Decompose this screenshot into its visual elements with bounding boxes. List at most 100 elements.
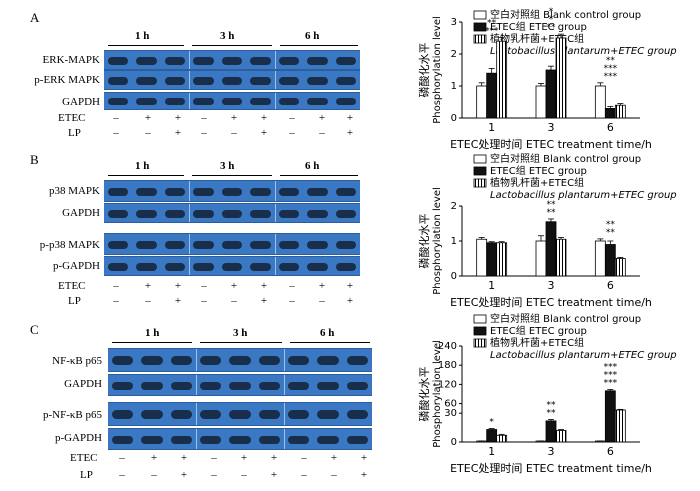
blot-band <box>346 382 368 390</box>
bar <box>486 242 498 277</box>
blot-image <box>104 256 360 276</box>
blot-band <box>193 210 214 218</box>
y-axis-label-en: Phosphorylation level <box>432 187 443 295</box>
blot-band <box>288 410 310 419</box>
blot-band <box>250 57 271 65</box>
x-tick-label: 3 <box>548 445 555 458</box>
blot-band <box>250 77 271 85</box>
treatment-mark: + <box>230 280 238 292</box>
time-bracket <box>108 45 184 46</box>
blot-band <box>164 77 186 85</box>
blot-band <box>221 241 243 249</box>
treatment-mark: + <box>174 127 182 139</box>
blot-band <box>164 263 186 271</box>
bar <box>594 240 606 277</box>
blot-image <box>108 402 372 426</box>
treatment-mark: – <box>211 469 217 481</box>
bar <box>496 40 508 119</box>
treatment-mark: – <box>289 295 295 307</box>
blot-band <box>317 436 339 444</box>
significance-mark: ** <box>606 56 616 66</box>
y-tick-label: 3 <box>451 17 457 28</box>
treatment-mark: + <box>360 469 368 481</box>
y-tick-label: 120 <box>438 379 457 390</box>
blot-band <box>278 263 300 271</box>
treatment-mark: – <box>201 295 207 307</box>
legend-entry: Lactobacillus plantarum+ETEC group <box>490 46 677 57</box>
blot-band <box>288 382 310 390</box>
legend-swatch <box>473 154 487 164</box>
treatment-mark: + <box>144 112 152 124</box>
legend-entry: 植物乳杆菌+ETEC组 <box>490 176 584 189</box>
time-label: 6 h <box>305 160 320 172</box>
y-axis-label: 磷酸化水平 <box>417 43 431 98</box>
blot-band <box>307 57 328 65</box>
treatment-label: LP <box>68 127 81 139</box>
treatment-mark: + <box>270 452 278 464</box>
blot-band <box>108 210 129 218</box>
bar <box>476 238 488 277</box>
blot-band <box>164 188 186 196</box>
treatment-mark: – <box>319 127 325 139</box>
time-label: 1 h <box>135 30 150 42</box>
bar <box>604 108 616 119</box>
significance-mark: ** <box>547 208 557 218</box>
blot-band <box>307 210 328 218</box>
x-tick-label: 6 <box>607 445 614 458</box>
legend-entry: 空白对照组 Blank control group <box>490 8 641 21</box>
y-tick-label: 1 <box>451 81 457 92</box>
significance-mark: ** <box>487 18 497 28</box>
blot-band <box>258 436 280 444</box>
blot-image <box>104 233 360 255</box>
treatment-mark: + <box>270 469 278 481</box>
blot-band <box>335 57 356 65</box>
blot-image <box>104 203 360 223</box>
blot-label: p-GAPDH <box>52 260 100 272</box>
treatment-mark: – <box>201 127 207 139</box>
blot-band <box>335 98 356 105</box>
blot-band <box>112 356 134 365</box>
blot-band <box>317 356 339 365</box>
blot-band <box>221 188 243 196</box>
legend-swatch <box>473 166 487 176</box>
y-tick-label: 30 <box>444 408 457 419</box>
blot-separator <box>274 257 276 275</box>
treatment-mark: – <box>231 127 237 139</box>
blot-band <box>288 436 310 444</box>
blot-band <box>221 57 243 65</box>
blot-band <box>307 263 328 271</box>
blot-label: p-p38 MAPK <box>39 239 100 251</box>
blot-label: GAPDH <box>62 207 100 219</box>
blot-band <box>278 210 300 218</box>
blot-band <box>112 436 134 444</box>
time-bracket <box>200 342 282 343</box>
blot-separator <box>196 429 197 449</box>
x-tick-label: 1 <box>488 279 495 292</box>
significance-mark: ** <box>606 220 616 230</box>
treatment-mark: + <box>260 127 268 139</box>
treatment-mark: – <box>301 469 307 481</box>
blot-band <box>317 382 339 390</box>
blot-band <box>136 98 157 105</box>
treatment-mark: – <box>331 469 337 481</box>
treatment-mark: – <box>211 452 217 464</box>
treatment-mark: + <box>318 112 326 124</box>
blot-band <box>164 98 186 105</box>
blot-image <box>104 70 360 90</box>
x-tick-label: 6 <box>607 279 614 292</box>
treatment-row-etec: ETEC – + + – + + – + + <box>0 112 360 126</box>
treatment-mark: + <box>346 295 354 307</box>
y-tick-label: 180 <box>438 360 457 371</box>
blot-band <box>108 188 129 196</box>
blot-band <box>141 356 163 365</box>
blot-label: ERK-MAPK <box>42 54 100 66</box>
blot-separator <box>284 375 285 395</box>
blot-label: GAPDH <box>64 378 102 390</box>
significance-mark: ** <box>547 408 557 418</box>
treatment-mark: – <box>201 280 207 292</box>
bar <box>555 430 567 443</box>
x-tick-label: 6 <box>607 121 614 134</box>
y-tick-label: 0 <box>451 437 457 448</box>
significance-mark: ** <box>547 400 557 410</box>
blot-image <box>108 348 372 372</box>
